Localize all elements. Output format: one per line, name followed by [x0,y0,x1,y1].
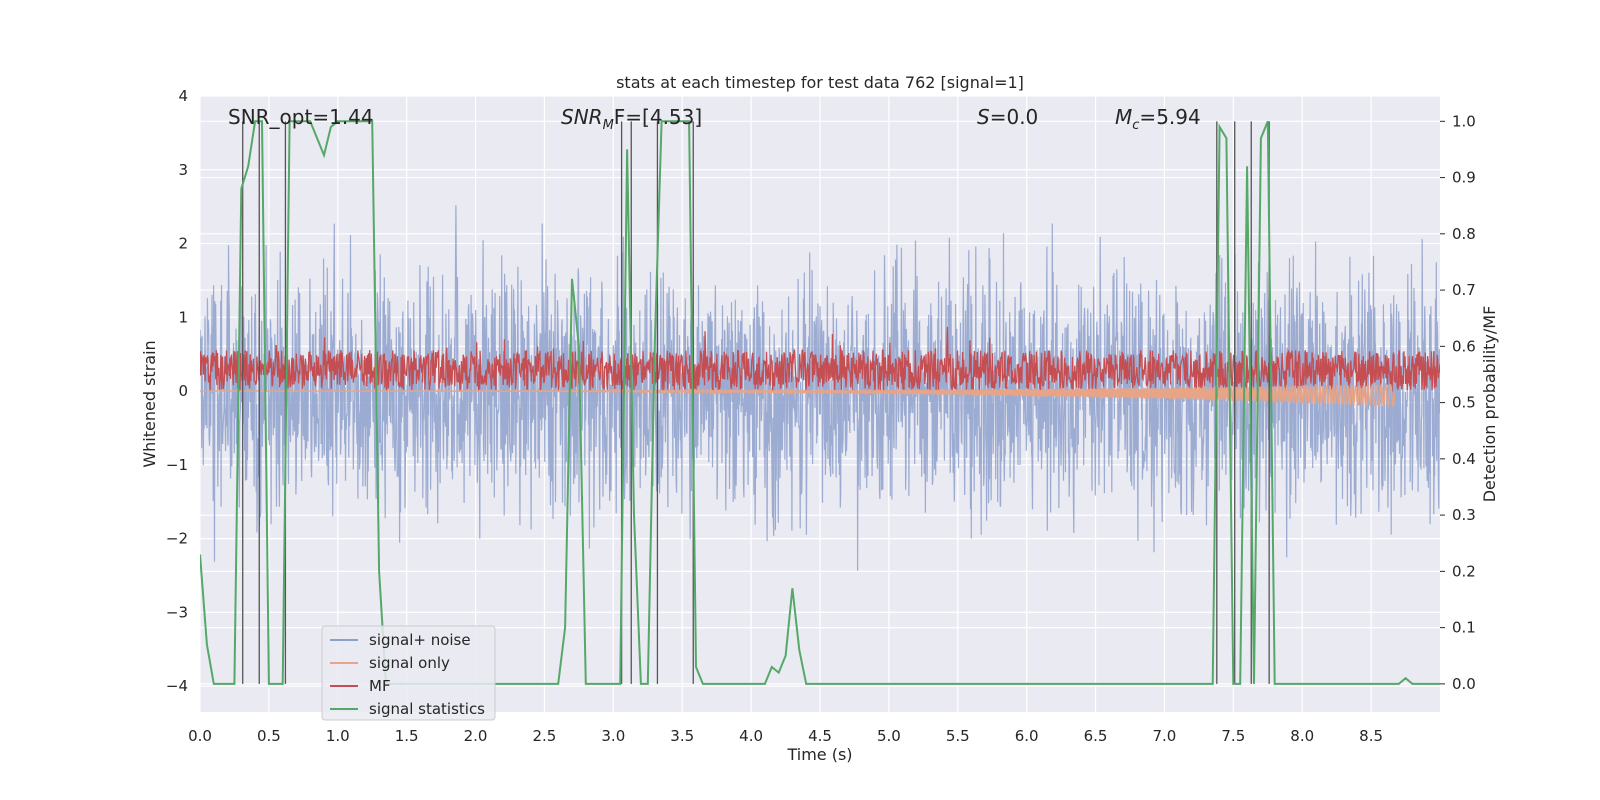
x-tick-label: 3.0 [601,727,625,745]
signal-only-series [200,381,1396,410]
signal-plus-noise-series [200,205,1440,571]
y-axis-left-label: Whitened strain [140,340,159,467]
y-left-tick-label: −4 [166,677,188,695]
annotation-snr-mf: SNRMF=[4.53] [561,105,702,133]
y-right-tick-label: 0.6 [1452,337,1476,355]
annotations: SNR_opt=1.44 SNRMF=[4.53] S=0.0 Mc=5.94 [228,105,1201,133]
y-right-tick-label: 0.9 [1452,169,1476,187]
annotation-snr-mf-subscript: M [603,118,614,133]
x-axis-label: Time (s) [786,745,852,764]
x-tick-label: 1.0 [326,727,350,745]
annotation-s-symbol: S [977,105,990,129]
axis-ticks: 0.0 0.5 1.0 1.5 2.0 2.5 3.0 3.5 4.0 4.5 5.0 5.5 6.0 6… [166,87,1476,745]
legend-label-signal-statistics: signal statistics [369,700,485,718]
y-right-tick-label: 0.4 [1452,450,1476,468]
mf-trace [200,326,1440,393]
x-tick-label: 0.0 [188,727,212,745]
x-tick-label: 6.5 [1084,727,1108,745]
y-axis-right-label: Detection probability/MF [1480,306,1499,503]
annotation-mc-symbol: M [1115,105,1132,129]
annotation-mc: Mc=5.94 [1115,105,1201,133]
x-tick-label: 5.0 [877,727,901,745]
y-right-tick-label: 0.0 [1452,675,1476,693]
x-tick-label: 5.5 [946,727,970,745]
annotation-mc-value: 5.94 [1156,105,1201,129]
signal-only-trace [200,381,1396,410]
y-left-tick-label: 4 [178,87,188,105]
y-right-tick-label: 0.1 [1452,619,1476,637]
x-tick-label: 4.0 [739,727,763,745]
y-right-tick-label: 1.0 [1452,112,1476,130]
annotation-s-value: 0.0 [1006,105,1038,129]
y-right-tick-label: 0.3 [1452,506,1476,524]
y-right-tick-label: 0.2 [1452,562,1476,580]
x-tick-label: 4.5 [808,727,832,745]
x-tick-label: 8.0 [1290,727,1314,745]
signal-statistics-series [200,120,1440,685]
legend-box [321,625,496,721]
legend: signal+ noise signal only MF signal stat… [321,625,496,721]
y-left-tick-label: −1 [166,456,188,474]
annotation-mc-subscript: c [1132,118,1139,133]
y-right-tick-label: 0.5 [1452,394,1476,412]
annotation-snr-opt: SNR_opt=1.44 [228,105,374,129]
legend-entry-mf: MF [330,677,391,695]
y-left-tick-label: 1 [178,308,188,326]
x-tick-label: 2.0 [464,727,488,745]
y-left-tick-label: 3 [178,161,188,179]
legend-label-mf: MF [369,677,391,695]
y-left-tick-label: 2 [178,235,188,253]
legend-entry-signal-statistics: signal statistics [330,700,485,718]
x-tick-label: 7.0 [1153,727,1177,745]
annotation-mc-suffix: = [1139,105,1156,129]
annotation-snr-mf-symbol: SNR [561,105,603,129]
mf-series [200,326,1440,393]
annotation-snr-mf-suffix: F= [614,105,642,129]
x-tick-label: 7.5 [1221,727,1245,745]
legend-entry-signal-plus-noise: signal+ noise [330,631,471,649]
y-right-tick-label: 0.7 [1452,281,1476,299]
x-tick-label: 8.5 [1359,727,1383,745]
x-tick-label: 1.5 [395,727,419,745]
signal-statistics-trace [200,120,1440,685]
legend-label-signal-only: signal only [369,654,450,672]
annotation-snr-opt-value: 1.44 [329,105,374,129]
legend-entry-signal-only: signal only [330,654,450,672]
noise-trace [200,205,1440,571]
x-tick-label: 2.5 [533,727,557,745]
legend-label-signal-plus-noise: signal+ noise [369,631,471,649]
y-right-tick-label: 0.8 [1452,225,1476,243]
annotation-snr-mf-value: [4.53] [642,105,702,129]
x-tick-label: 6.0 [1015,727,1039,745]
y-left-tick-label: −2 [166,530,188,548]
y-left-tick-label: −3 [166,603,188,621]
annotation-snr-opt-prefix: SNR_opt= [228,105,329,129]
x-tick-label: 0.5 [257,727,281,745]
annotation-s: S=0.0 [977,105,1038,129]
x-tick-label: 3.5 [670,727,694,745]
chart-title: stats at each timestep for test data 762… [616,73,1024,92]
y-left-tick-label: 0 [178,382,188,400]
annotation-s-suffix: = [990,105,1007,129]
